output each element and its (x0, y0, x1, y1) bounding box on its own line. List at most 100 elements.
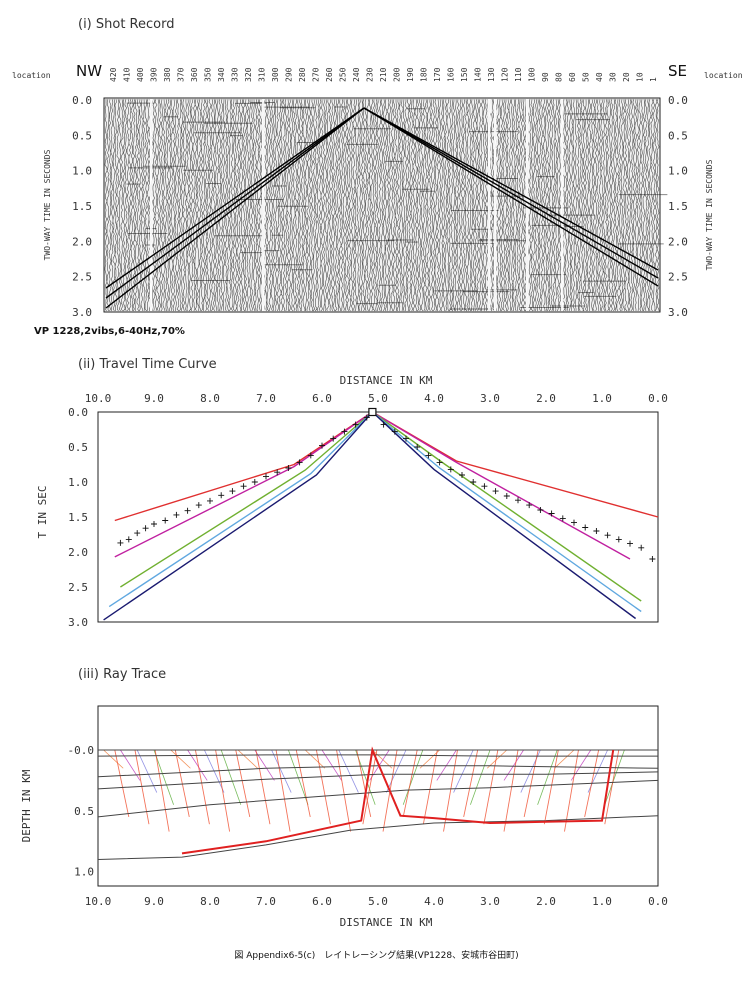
travel-time-line-1 (114, 411, 631, 560)
x-tick-label: 8.0 (200, 895, 220, 908)
y-tick-label: 0.5 (74, 805, 94, 818)
travel-time-x-ticks: 10.0 9.0 8.0 7.0 6.0 5.0 4.0 3.0 2.0 1.0 0.0 (85, 392, 668, 405)
pick-marker (425, 452, 432, 459)
shot-time-tick: 2.0 (668, 235, 688, 248)
x-tick-label: 5.0 (368, 895, 388, 908)
y-tick-label: -0.0 (68, 744, 95, 757)
travel-time-xlabel: DISTANCE IN KM (340, 374, 433, 387)
x-tick-label: 0.0 (648, 392, 668, 405)
ray-trace-title: (iii) Ray Trace (78, 667, 166, 682)
shot-time-tick: 3.0 (72, 306, 92, 319)
layer-boundary-3 (97, 771, 659, 790)
location-tick: 250 (339, 67, 348, 82)
pick-marker (537, 507, 544, 513)
x-tick-label: 2.0 (536, 895, 556, 908)
main-ray-path (181, 746, 615, 855)
shot-record-title: (i) Shot Record (78, 17, 174, 32)
location-tick: 180 (420, 67, 429, 82)
travel-time-title: (ii) Travel Time Curve (78, 357, 217, 372)
pick-marker (184, 507, 191, 514)
shot-time-tick: 2.5 (668, 271, 688, 284)
y-tick-label: 1.5 (68, 511, 88, 524)
nw-label: NW (76, 62, 102, 80)
pick-marker (481, 483, 488, 490)
pick-marker (341, 428, 348, 435)
location-tick: 310 (258, 67, 267, 82)
ray-paths (103, 749, 625, 832)
location-tick: 10 (636, 72, 645, 82)
location-tick: 260 (325, 67, 334, 82)
pick-marker (251, 479, 258, 485)
location-tick: 140 (474, 67, 483, 82)
shot-time-tick: 3.0 (668, 306, 688, 319)
ray-trace-x-ticks: 10.0 9.0 8.0 7.0 6.0 5.0 4.0 3.0 2.0 1.0 0.0 (85, 895, 668, 908)
pick-marker (447, 466, 454, 473)
shot-time-tick: 0.0 (668, 94, 688, 107)
ray-trace-y-ticks: -0.0 0.5 1.0 (68, 744, 95, 879)
pick-marker (515, 497, 521, 504)
layer-boundary-2 (97, 765, 659, 778)
pick-marker (582, 524, 589, 531)
location-label-left: location (12, 71, 51, 80)
pick-marker (173, 511, 180, 518)
pick-marker (240, 483, 247, 490)
travel-time-line-0 (114, 411, 659, 522)
location-tick: 160 (447, 67, 456, 82)
location-tick: 360 (190, 67, 199, 82)
pick-marker (459, 472, 465, 478)
x-tick-label: 0.0 (648, 895, 668, 908)
location-tick: 330 (231, 67, 240, 82)
shot-time-tick: 1.0 (668, 165, 688, 178)
pick-marker (492, 488, 499, 495)
x-tick-label: 1.0 (592, 392, 612, 405)
pick-marker (649, 556, 656, 562)
shot-time-ticks-right: 0.0 0.5 1.0 1.5 2.0 2.5 3.0 (668, 94, 688, 319)
location-tick: 300 (271, 67, 280, 82)
shot-ylabel-right: TWO-WAY TIME IN SECONDS (705, 159, 714, 270)
shot-time-tick: 2.0 (72, 235, 92, 248)
pick-marker (296, 459, 303, 466)
ray-trace-layers (97, 746, 659, 860)
y-tick-label: 2.5 (68, 581, 88, 594)
location-tick: 60 (568, 72, 577, 82)
y-tick-label: 1.0 (74, 866, 94, 879)
shot-record-panel (103, 97, 668, 313)
y-tick-label: 2.0 (68, 546, 88, 559)
pick-marker (559, 515, 566, 522)
pick-marker (134, 530, 141, 537)
x-tick-label: 3.0 (480, 895, 500, 908)
pick-marker (330, 435, 337, 442)
x-tick-label: 7.0 (256, 895, 276, 908)
pick-marker (263, 473, 269, 480)
location-tick: 320 (244, 67, 253, 82)
x-tick-label: 7.0 (256, 392, 276, 405)
location-tick: 100 (528, 67, 537, 82)
location-tick: 270 (312, 67, 321, 82)
location-tick-labels: 420 410 400 390 380 370 360 350 340 330 320 310 300 2… (109, 67, 658, 82)
location-tick: 170 (433, 67, 442, 82)
pick-marker (548, 510, 555, 517)
pick-marker (207, 497, 213, 504)
location-tick: 390 (150, 67, 159, 82)
pick-marker (414, 444, 421, 450)
seismic-traces (104, 98, 668, 312)
pick-marker (195, 502, 202, 509)
shot-time-tick: 0.5 (72, 129, 92, 142)
location-tick: 120 (501, 67, 510, 82)
location-tick: 400 (136, 67, 145, 82)
travel-time-ylabel: T IN SEC (36, 486, 49, 539)
location-tick: 40 (595, 72, 604, 82)
location-tick: 80 (555, 72, 564, 82)
travel-time-line-3 (108, 411, 642, 613)
location-tick: 210 (379, 67, 388, 82)
location-tick: 20 (622, 72, 631, 82)
ray-trace-xlabel: DISTANCE IN KM (340, 916, 433, 929)
location-tick: 30 (609, 72, 618, 82)
x-tick-label: 8.0 (200, 392, 220, 405)
pick-marker (151, 521, 157, 527)
x-tick-label: 2.0 (536, 392, 556, 405)
location-tick: 240 (352, 67, 361, 82)
location-tick: 190 (406, 67, 415, 82)
pick-marker (142, 525, 149, 532)
